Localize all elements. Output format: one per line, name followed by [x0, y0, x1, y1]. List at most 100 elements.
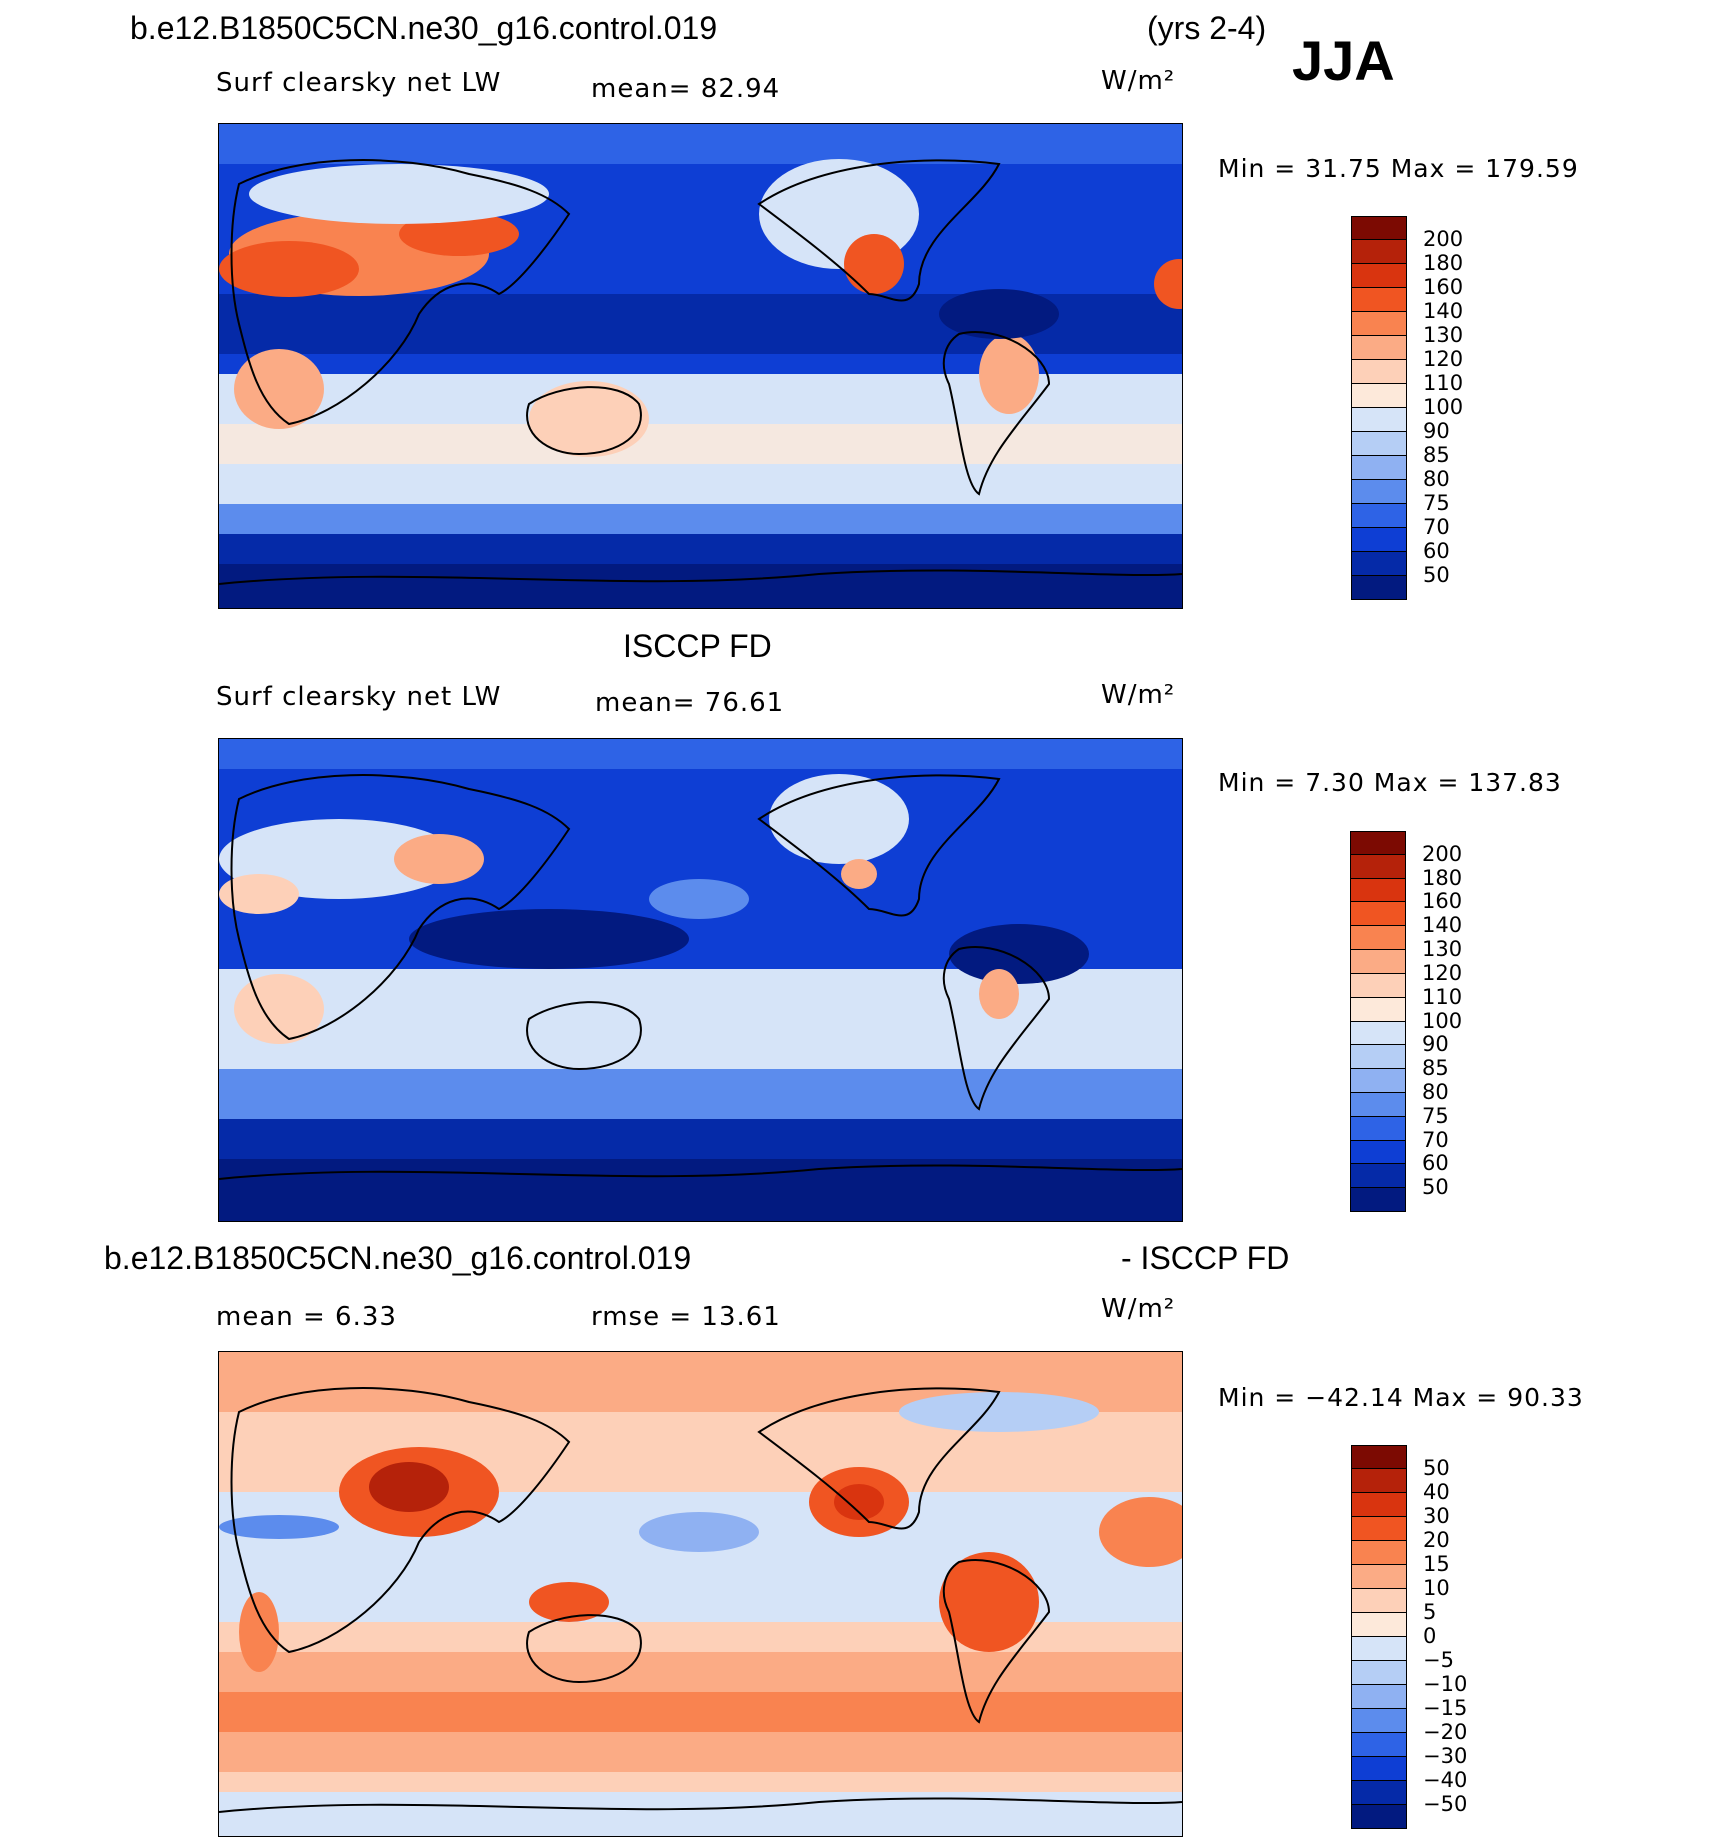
colorbar-swatch: [1350, 1021, 1406, 1046]
colorbar-swatch: [1351, 552, 1407, 576]
colorbar-label: 200: [1422, 841, 1463, 866]
colorbar-label: 100: [1423, 395, 1464, 419]
map-model: [218, 123, 1183, 609]
colorbar-swatch: [1350, 1140, 1406, 1165]
colorbar-label: −30: [1423, 1744, 1468, 1768]
contour-field-diff: [219, 1352, 1182, 1836]
min-max-label: Min = 7.30 Max = 137.83: [1218, 768, 1562, 797]
colorbar-swatch: [1351, 264, 1407, 288]
colorbar-swatch: [1351, 216, 1407, 240]
colorbar-swatch: [1351, 1541, 1407, 1565]
colorbar-label: 20: [1423, 1528, 1450, 1552]
colorbar-swatch: [1351, 288, 1407, 312]
mean-label: mean = 6.33: [216, 1302, 397, 1332]
colorbar-swatch: [1351, 1613, 1407, 1637]
colorbar-swatch: [1351, 360, 1407, 384]
colorbar-swatch: [1351, 456, 1407, 480]
colorbar-label: 80: [1423, 467, 1450, 491]
colorbar-label: 75: [1422, 1103, 1449, 1128]
colorbar-label: 140: [1422, 913, 1463, 938]
colorbar-swatch: [1350, 854, 1406, 879]
colorbar-swatch: [1350, 973, 1406, 998]
colorbar-label: 0: [1423, 1624, 1437, 1648]
colorbar-label: 85: [1423, 443, 1450, 467]
contour-field-obs: [219, 739, 1182, 1221]
colorbar-swatch: [1351, 1637, 1407, 1661]
colorbar-swatch: [1350, 926, 1406, 951]
map-obs: [218, 738, 1183, 1222]
diff-title-right: - ISCCP FD: [1121, 1240, 1290, 1276]
mean-label: mean= 76.61: [595, 688, 785, 718]
min-max-label: Min = 31.75 Max = 179.59: [1218, 154, 1579, 183]
colorbar-label: 100: [1422, 1008, 1463, 1033]
colorbar-swatch: [1351, 1589, 1407, 1613]
colorbar-label: 70: [1423, 515, 1450, 539]
colorbar-swatch: [1350, 1045, 1406, 1070]
colorbar-swatch: [1351, 1517, 1407, 1541]
colorbar-swatch: [1350, 950, 1406, 974]
colorbar-swatch: [1351, 480, 1407, 504]
colorbar-swatch: [1350, 1069, 1406, 1093]
colorbar-swatch: [1351, 1733, 1407, 1757]
map-diff: [218, 1351, 1183, 1837]
colorbar-label: 120: [1422, 960, 1463, 985]
colorbar-label: 70: [1422, 1127, 1449, 1152]
colorbar-label: 40: [1423, 1480, 1450, 1504]
colorbar-label: −5: [1423, 1648, 1454, 1672]
colorbar-label: 30: [1423, 1504, 1450, 1528]
colorbar-label: 10: [1423, 1576, 1450, 1600]
colorbar-swatch: [1351, 1709, 1407, 1733]
colorbar-label: 60: [1423, 539, 1450, 563]
variable-label: Surf clearsky net LW: [216, 68, 502, 98]
colorbar-label: 85: [1422, 1056, 1449, 1081]
years-label: (yrs 2-4): [1147, 10, 1267, 46]
colorbar-swatch: [1351, 1757, 1407, 1781]
colorbar-swatch: [1350, 878, 1406, 903]
colorbar-frame: [1351, 216, 1407, 600]
colorbar-label: 50: [1423, 1456, 1450, 1480]
colorbar-swatch: [1351, 504, 1407, 528]
colorbar-label: 180: [1422, 865, 1463, 890]
colorbar-label: 160: [1422, 889, 1463, 914]
colorbar-label: 15: [1423, 1552, 1450, 1576]
variable-label: Surf clearsky net LW: [216, 682, 502, 712]
colorbar-swatch: [1350, 1092, 1406, 1117]
colorbar-swatch: [1350, 1116, 1406, 1141]
colorbar-swatch: [1351, 1565, 1407, 1589]
season-label: JJA: [1292, 29, 1395, 92]
colorbar-label: 5: [1423, 1600, 1437, 1624]
colorbar-label: 90: [1422, 1032, 1449, 1057]
colorbar-swatch: [1351, 408, 1407, 432]
colorbar-label: 120: [1423, 347, 1464, 371]
colorbar-label: 160: [1423, 275, 1464, 299]
colorbar-swatch: [1351, 1469, 1407, 1493]
colorbar-label: −10: [1423, 1672, 1468, 1696]
colorbar-swatch: [1350, 902, 1406, 927]
colorbar-label: −15: [1423, 1696, 1468, 1720]
colorbar-swatch: [1351, 1781, 1407, 1805]
colorbar-swatch: [1350, 997, 1406, 1022]
colorbar-label: 130: [1423, 323, 1464, 347]
colorbar-label: 180: [1423, 251, 1464, 275]
units-label: W/m²: [1101, 66, 1176, 96]
rmse-label: rmse = 13.61: [591, 1302, 781, 1332]
colorbar-swatch: [1351, 528, 1407, 552]
colorbar-swatch: [1351, 384, 1407, 408]
colorbar-label: 60: [1422, 1151, 1449, 1176]
colorbar-swatch: [1350, 1164, 1406, 1189]
colorbar-swatch: [1351, 1445, 1407, 1469]
colorbar-label: 80: [1422, 1079, 1449, 1104]
colorbar-label: 110: [1422, 984, 1463, 1009]
colorbar-label: 50: [1423, 563, 1450, 587]
colorbar-swatch: [1350, 831, 1406, 855]
mean-label: mean= 82.94: [591, 74, 781, 104]
colorbar-label: 140: [1423, 299, 1464, 323]
colorbar-swatch: [1351, 1685, 1407, 1709]
colorbar-swatch: [1351, 312, 1407, 336]
colorbar-label: 90: [1423, 419, 1450, 443]
contour-field-model: [219, 124, 1182, 608]
colorbar-label: 110: [1423, 371, 1464, 395]
colorbar-label: −40: [1423, 1768, 1468, 1792]
colorbar-frame: [1351, 1445, 1407, 1829]
colorbar-label: 75: [1423, 491, 1450, 515]
